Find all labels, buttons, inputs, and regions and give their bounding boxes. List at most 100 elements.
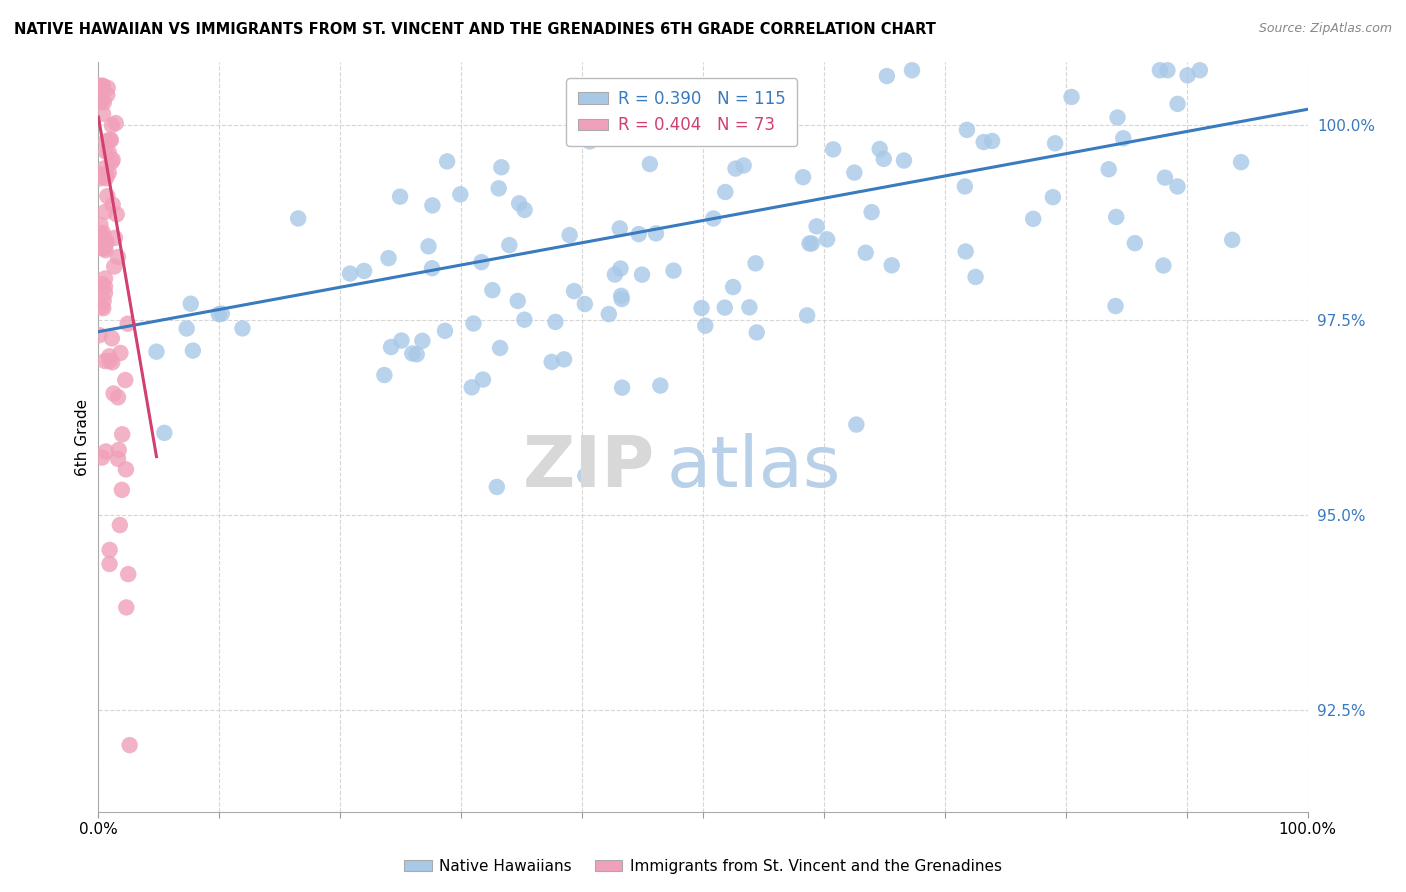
Point — [893, 153, 915, 168]
Point — [631, 268, 654, 282]
Point — [90, 227, 112, 242]
Point — [111, 427, 134, 442]
Point — [1098, 162, 1121, 177]
Point — [544, 315, 567, 329]
Point — [97, 145, 120, 160]
Text: Source: ZipAtlas.com: Source: ZipAtlas.com — [1258, 22, 1392, 36]
Point — [90, 300, 112, 314]
Point — [574, 468, 596, 483]
Point — [1112, 131, 1135, 145]
Point — [506, 293, 529, 308]
Point — [461, 380, 484, 394]
Point — [796, 309, 818, 323]
Point — [1188, 63, 1211, 78]
Point — [231, 321, 253, 335]
Point — [488, 181, 510, 195]
Point — [94, 236, 117, 251]
Point — [94, 204, 117, 219]
Point — [98, 349, 121, 363]
Point — [860, 205, 883, 219]
Point — [117, 567, 139, 582]
Point — [94, 279, 117, 293]
Point — [422, 198, 444, 212]
Point — [489, 341, 512, 355]
Point — [578, 135, 600, 149]
Point — [721, 280, 744, 294]
Point — [471, 373, 494, 387]
Point — [481, 283, 503, 297]
Point — [107, 451, 129, 466]
Point — [603, 268, 626, 282]
Point — [1123, 236, 1146, 251]
Point — [627, 227, 650, 241]
Point — [1156, 63, 1178, 78]
Point — [420, 261, 443, 276]
Point — [118, 738, 141, 752]
Point — [91, 78, 114, 93]
Point — [981, 134, 1004, 148]
Point — [434, 324, 457, 338]
Point — [733, 159, 755, 173]
Point — [1149, 63, 1171, 78]
Point — [101, 153, 124, 167]
Point — [513, 202, 536, 217]
Point — [94, 444, 117, 458]
Point — [87, 89, 110, 103]
Point — [1022, 211, 1045, 226]
Point — [540, 355, 562, 369]
Legend: Native Hawaiians, Immigrants from St. Vincent and the Grenadines: Native Hawaiians, Immigrants from St. Vi… — [398, 853, 1008, 880]
Point — [869, 142, 891, 156]
Point — [463, 317, 485, 331]
Point — [880, 258, 903, 272]
Point — [391, 334, 413, 348]
Point — [389, 189, 412, 203]
Point — [94, 145, 117, 159]
Point — [799, 236, 821, 251]
Point — [1104, 299, 1126, 313]
Point — [953, 179, 976, 194]
Point — [792, 170, 814, 185]
Point — [380, 340, 402, 354]
Point — [104, 116, 127, 130]
Point — [91, 277, 114, 292]
Point — [876, 69, 898, 83]
Point — [759, 131, 782, 145]
Point — [180, 296, 202, 310]
Point — [87, 78, 110, 93]
Point — [800, 236, 823, 251]
Point — [107, 250, 129, 264]
Point — [181, 343, 204, 358]
Point — [844, 165, 866, 179]
Point — [558, 228, 581, 243]
Point — [1152, 259, 1174, 273]
Point — [449, 187, 471, 202]
Point — [1220, 233, 1243, 247]
Point — [513, 312, 536, 326]
Point — [176, 321, 198, 335]
Point — [1154, 170, 1177, 185]
Point — [1105, 210, 1128, 224]
Point — [89, 95, 111, 109]
Point — [93, 242, 115, 256]
Point — [98, 133, 121, 147]
Point — [598, 307, 620, 321]
Point — [211, 307, 233, 321]
Point — [96, 235, 118, 249]
Point — [91, 226, 114, 240]
Point — [1166, 179, 1188, 194]
Point — [353, 264, 375, 278]
Point — [491, 161, 513, 175]
Point — [90, 95, 112, 109]
Legend: R = 0.390   N = 115, R = 0.404   N = 73: R = 0.390 N = 115, R = 0.404 N = 73 — [567, 78, 797, 146]
Point — [713, 301, 735, 315]
Point — [562, 284, 585, 298]
Point — [93, 241, 115, 255]
Point — [714, 185, 737, 199]
Point — [96, 189, 118, 203]
Point — [103, 386, 125, 401]
Point — [103, 260, 125, 274]
Point — [702, 211, 724, 226]
Point — [89, 218, 111, 232]
Point — [96, 87, 118, 102]
Point — [287, 211, 309, 226]
